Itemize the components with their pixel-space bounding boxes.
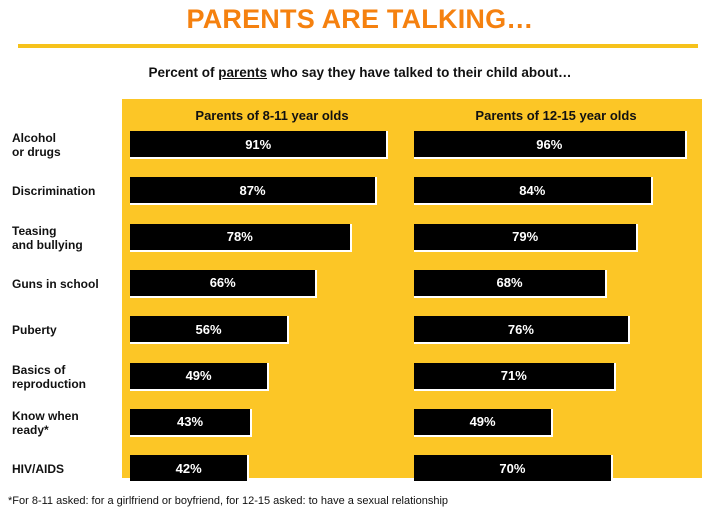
bar-value-label: 84% [519, 182, 546, 198]
bar: 49% [414, 408, 554, 437]
bar-value-label: 42% [175, 460, 202, 476]
category-label-line: or drugs [12, 145, 61, 159]
bar: 79% [414, 223, 639, 252]
series-header-1: Parents of 8-11 year olds [195, 108, 349, 123]
category-label-text: HIV/AIDS [12, 462, 64, 476]
category-label-text: Guns in school [12, 277, 99, 291]
category-label: Discrimination [12, 171, 120, 211]
category-label: Guns in school [12, 264, 120, 304]
bar: 49% [130, 362, 270, 391]
category-label-text: Teasing and bullying [12, 224, 83, 252]
category-label-line: Guns in school [12, 276, 99, 291]
category-label-text: Puberty [12, 323, 57, 337]
category-label-line: and bullying [12, 237, 83, 252]
bar-value-label: 68% [496, 275, 523, 291]
bar: 91% [130, 131, 389, 159]
bar: 84% [414, 177, 653, 206]
category-label-line: Discrimination [12, 184, 96, 199]
category-label-line: Know when [12, 408, 79, 423]
category-label-line: Alcohol [12, 131, 56, 145]
category-label-text: Alcohol or drugs [12, 131, 61, 159]
bar: 56% [130, 316, 290, 345]
category-label: Know when ready* [12, 403, 120, 443]
category-label-text: Basics of reproduction [12, 363, 86, 391]
bar: 76% [414, 316, 630, 345]
bar-value-label: 49% [469, 414, 496, 430]
bar-value-label: 70% [499, 460, 526, 476]
bar-value-label: 71% [500, 368, 527, 383]
bar-value-label: 79% [512, 229, 539, 245]
category-label: Teasing and bullying [12, 218, 120, 258]
bar: 96% [414, 131, 687, 159]
bar-value-label: 56% [195, 321, 222, 337]
subtitle-suffix: who say they have talked to their child … [267, 65, 572, 80]
bar: 70% [414, 455, 613, 484]
chart-subtitle: Percent of parents who say they have tal… [0, 65, 720, 80]
page-title: PARENTS ARE TALKING… [186, 4, 534, 34]
bar-value-label: 78% [226, 229, 253, 245]
bar-value-label: 91% [245, 136, 272, 152]
bar-value-label: 96% [536, 136, 563, 152]
category-label-text: Discrimination [12, 184, 95, 198]
category-label: Alcohol or drugs [12, 125, 120, 165]
category-label: Puberty [12, 310, 120, 350]
bar: 43% [130, 408, 253, 437]
bar-value-label: 76% [507, 321, 534, 337]
bar: 42% [130, 455, 250, 484]
footnote: *For 8-11 asked: for a girlfriend or boy… [8, 495, 449, 507]
bar: 78% [130, 223, 352, 252]
title-rule [18, 44, 698, 48]
category-label-line: Puberty [12, 323, 57, 338]
category-label: Basics of reproduction [12, 357, 120, 397]
bar: 71% [414, 362, 616, 391]
category-label-line: HIV/AIDS [12, 462, 65, 477]
category-label-line: reproduction [12, 376, 86, 391]
series-header-2: Parents of 12-15 year olds [475, 108, 637, 123]
category-label: HIV/AIDS [12, 449, 120, 489]
category-label-text: Know when ready* [12, 409, 79, 437]
bar-value-label: 66% [209, 275, 236, 291]
bar: 66% [130, 269, 318, 298]
bar-value-label: 87% [239, 182, 266, 198]
category-label-line: Teasing [12, 223, 57, 238]
bar-value-label: 43% [177, 414, 204, 430]
category-label-line: Basics of [12, 362, 66, 377]
bar: 68% [414, 269, 608, 298]
bar-value-label: 49% [185, 368, 212, 383]
subtitle-emphasis: parents [218, 65, 267, 80]
subtitle-prefix: Percent of [148, 65, 219, 80]
category-label-line: ready* [12, 422, 49, 437]
bar: 87% [130, 177, 378, 206]
